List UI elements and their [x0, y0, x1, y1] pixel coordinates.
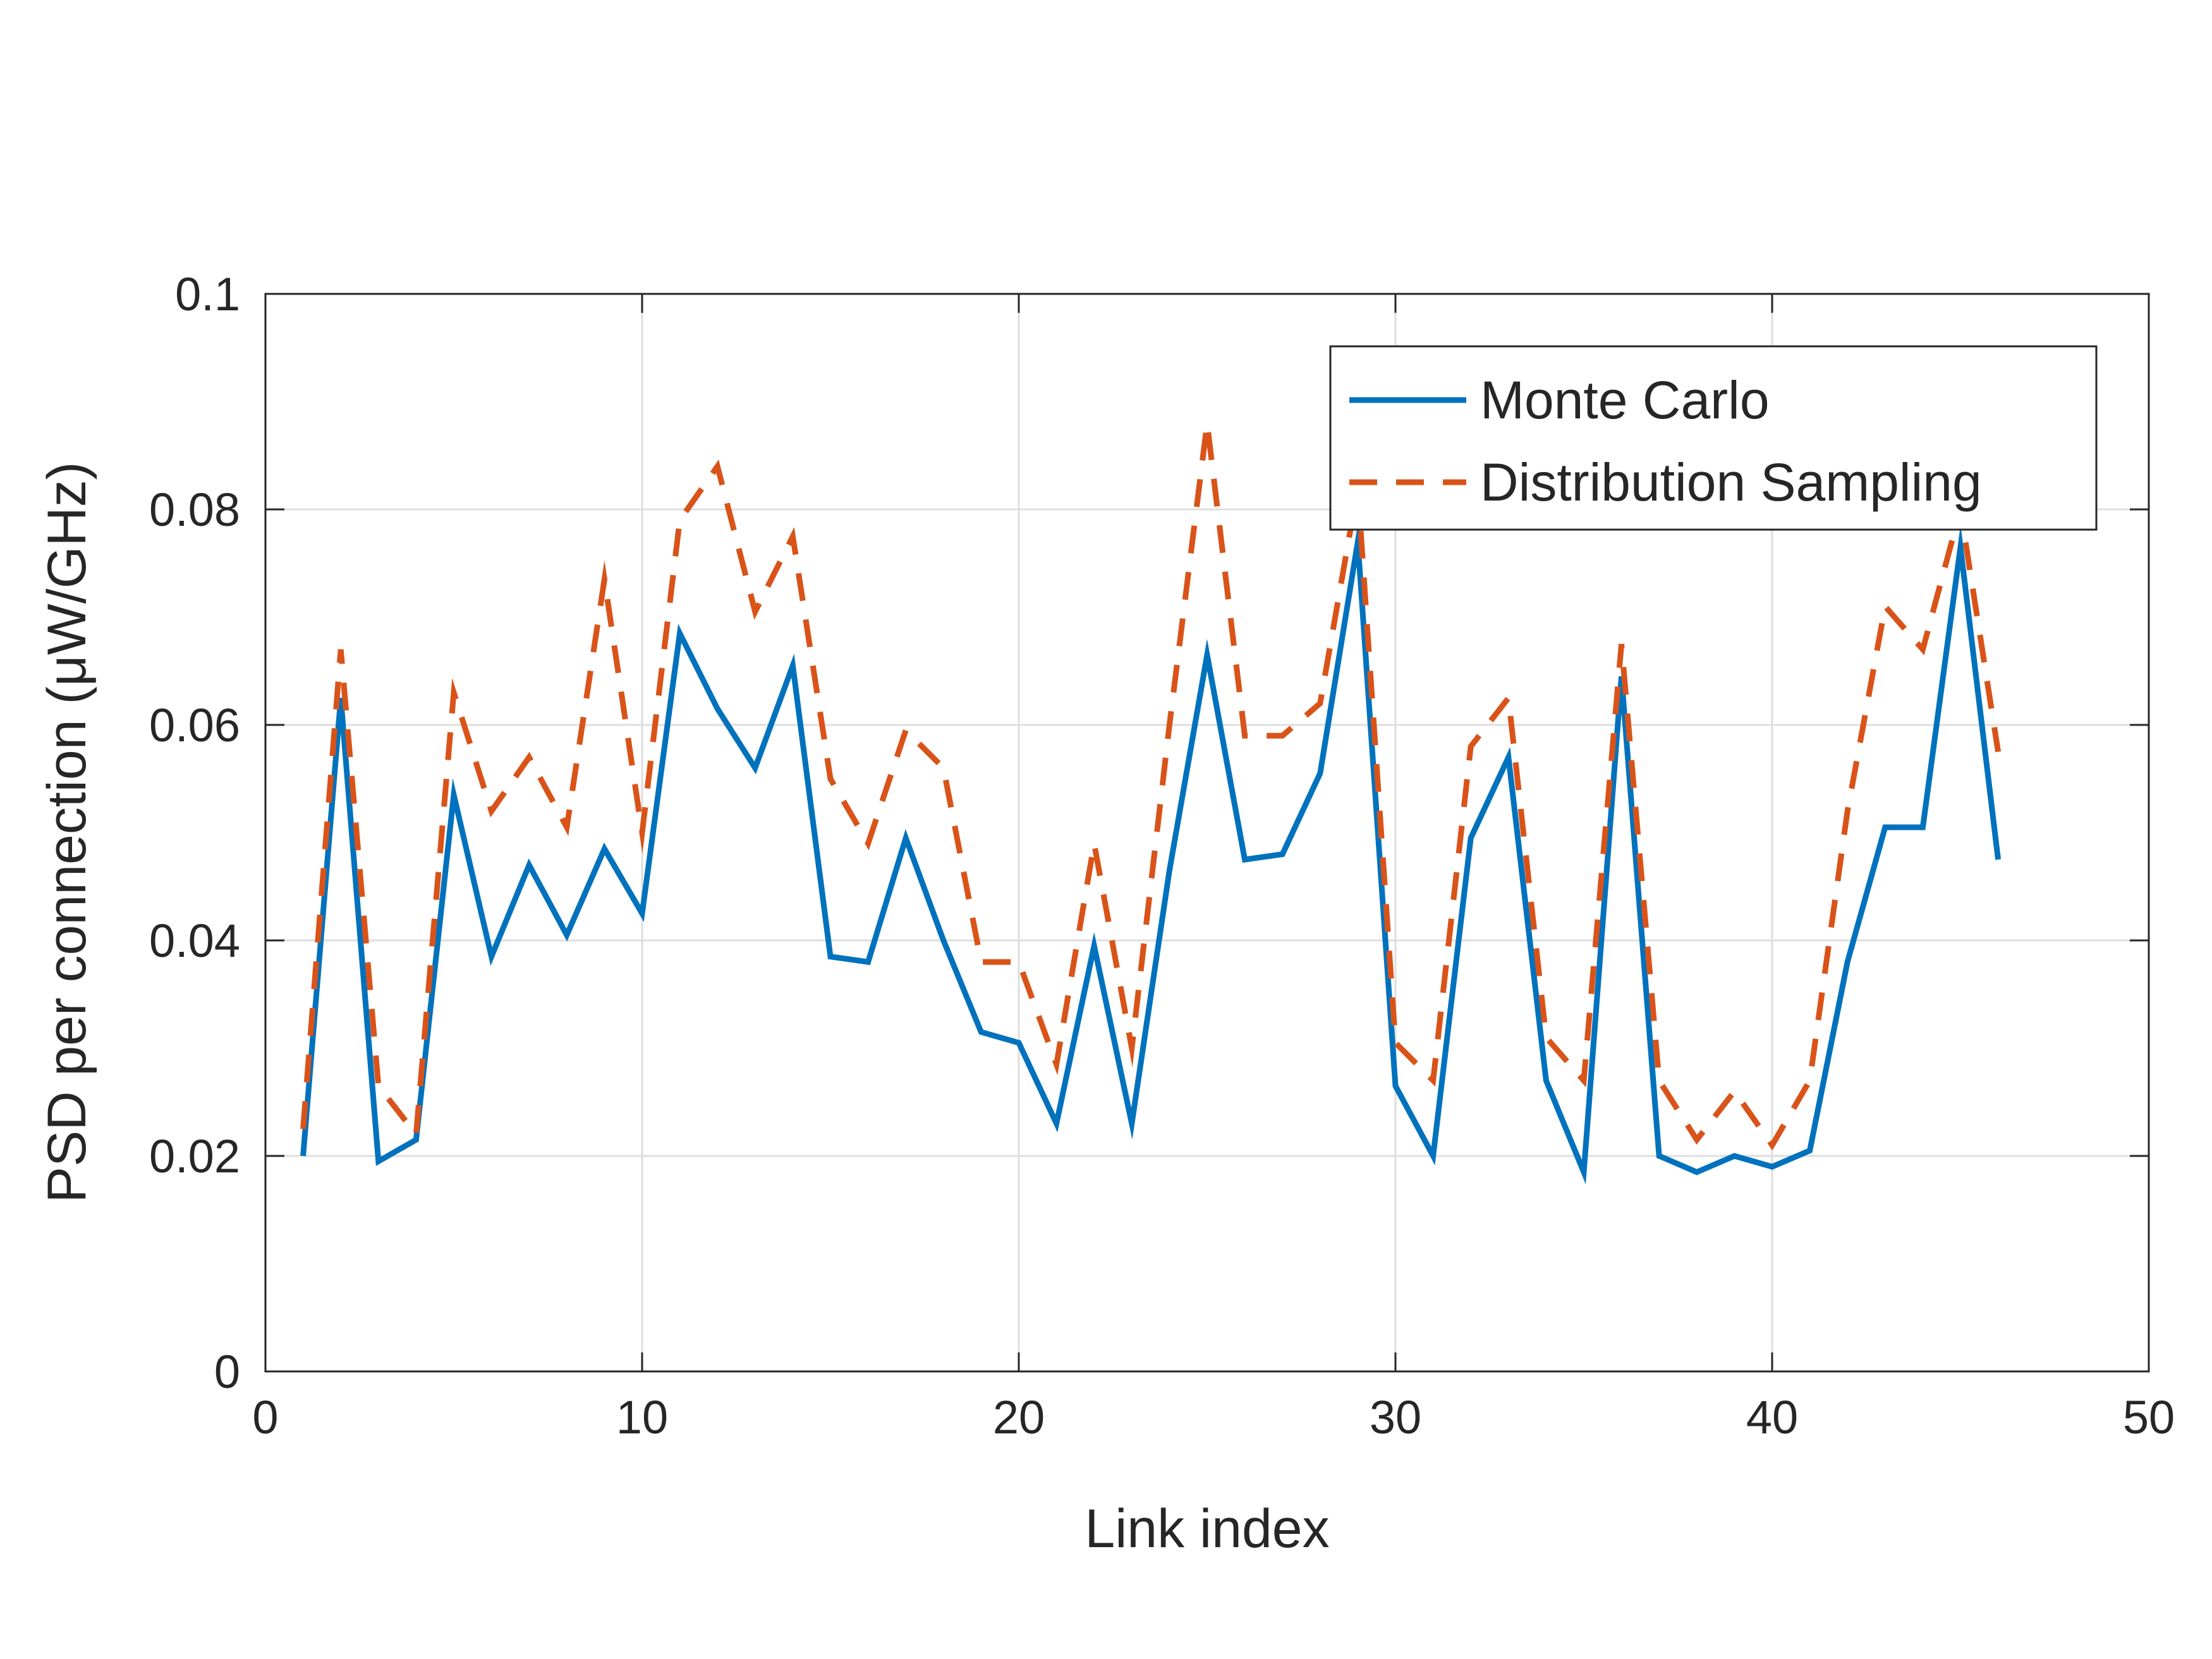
series-line-monte-carlo — [300, 517, 2002, 1184]
y-tick-label: 0.1 — [175, 268, 240, 320]
legend-label-distribution-sampling: Distribution Sampling — [1480, 453, 1982, 512]
series-line-distribution-sampling — [300, 399, 2002, 1151]
y-tick-label: 0.02 — [149, 1130, 240, 1182]
x-tick-label: 30 — [1370, 1391, 1421, 1443]
y-tick-label: 0.08 — [149, 483, 240, 536]
x-tick-label: 20 — [993, 1391, 1045, 1443]
legend-box — [1329, 345, 2098, 531]
legend-label-monte-carlo: Monte Carlo — [1480, 370, 1770, 430]
y-tick-label: 0.04 — [149, 915, 240, 967]
x-axis-label: Link index — [1085, 1498, 1329, 1559]
y-tick-label: 0.06 — [149, 699, 240, 751]
x-tick-label: 10 — [616, 1391, 668, 1443]
y-tick-label: 0 — [214, 1346, 240, 1398]
plot-frame — [264, 293, 2150, 1373]
y-axis-label: PSD per connection (μW/GHz) — [37, 462, 97, 1203]
x-tick-label: 40 — [1746, 1391, 1798, 1443]
x-tick-label: 0 — [252, 1391, 278, 1443]
axis-ticks: 0 10 20 30 40 50 0 0.02 0.04 0.06 0.08 0.1 — [149, 268, 2175, 1443]
x-tick-label: 50 — [2123, 1391, 2175, 1443]
legend: Monte Carlo Distribution Sampling — [1329, 345, 2098, 531]
series-layer — [300, 399, 2002, 1184]
